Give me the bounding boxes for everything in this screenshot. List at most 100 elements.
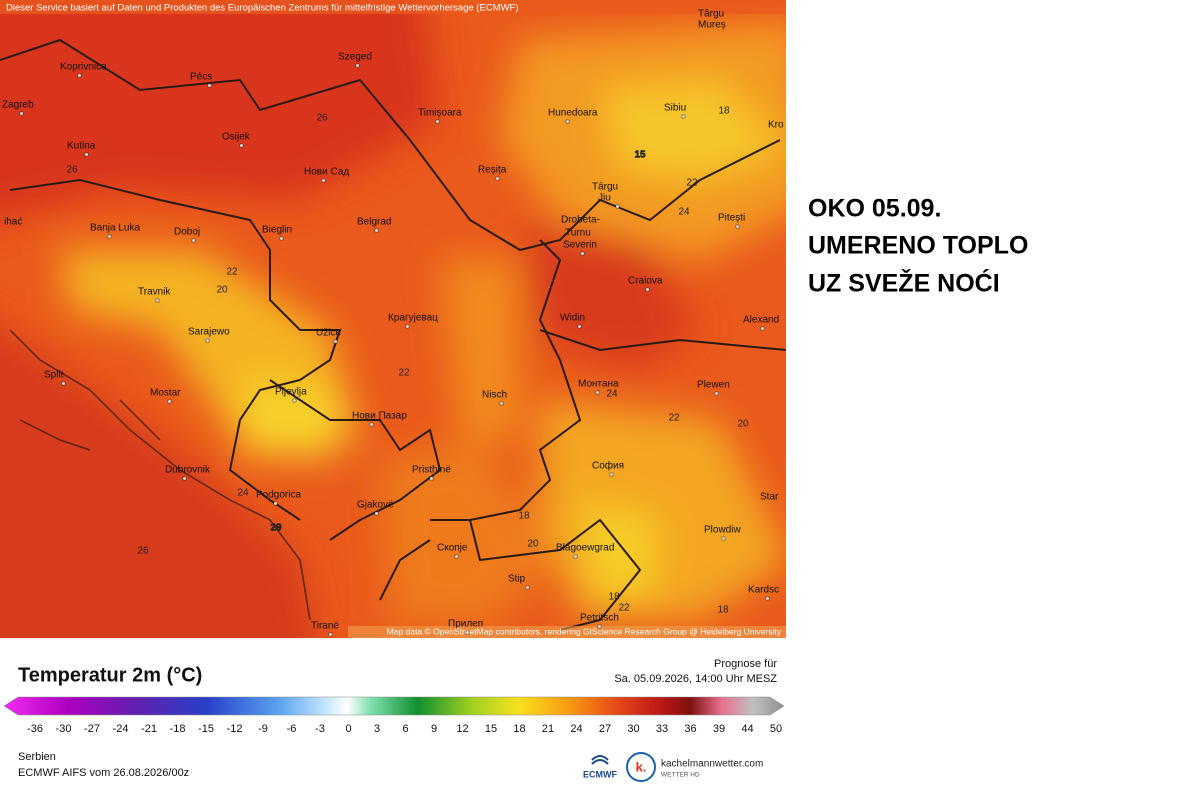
city-marker	[292, 398, 297, 403]
coastline	[9, 329, 311, 621]
region: Serbien	[18, 751, 56, 763]
city-label: Belgrad	[357, 217, 391, 228]
city-marker	[77, 73, 82, 78]
city-label: Sarajewo	[188, 327, 230, 338]
scale-label: 39	[713, 723, 725, 735]
city-marker	[239, 143, 244, 148]
city-label: Mostar	[150, 388, 181, 399]
site-logo-ring	[626, 752, 656, 782]
scale-label: -3	[315, 723, 325, 735]
model-run: ECMWF AIFS vom 26.08.2026/00z	[18, 767, 189, 779]
scale-label: 50	[770, 723, 782, 735]
city-label: Star	[760, 492, 779, 503]
city-label: Szeged	[338, 52, 372, 63]
contour-label: 18	[718, 106, 730, 117]
city-label: Plowdiw	[704, 525, 741, 536]
city-marker	[405, 324, 410, 329]
city-label: Нови Сад	[304, 167, 349, 178]
city-marker	[465, 630, 470, 635]
city-marker	[681, 114, 686, 119]
city-label: Hunedoara	[548, 108, 598, 119]
city-marker	[273, 501, 278, 506]
scale-labels: -36 -30 -27 -24 -21 -18 -15 -12 -9 -6 -3 0 3 6 9 12 15 18…	[27, 723, 782, 735]
map	[0, 0, 786, 638]
city-label: Alexand	[743, 315, 779, 326]
city-labels: TârguMureșKoprivnicaPécsSzegedZagrebOsij…	[2, 9, 784, 637]
city-marker	[595, 390, 600, 395]
city-marker	[205, 338, 210, 343]
city-marker	[565, 119, 570, 124]
city-label: Târgu	[592, 182, 618, 193]
city-marker	[495, 176, 500, 181]
color-scale	[3, 696, 785, 716]
city-marker	[765, 596, 770, 601]
scale-label: 44	[741, 723, 753, 735]
site-tagline: WETTER HD	[661, 772, 700, 779]
city-marker	[577, 324, 582, 329]
city-marker	[429, 476, 434, 481]
city-marker	[573, 554, 578, 559]
contour-label: 24	[237, 488, 249, 499]
city-label: Severin	[563, 240, 597, 251]
city-marker	[167, 399, 172, 404]
city-label: Крагујевац	[388, 313, 438, 324]
city-marker	[609, 472, 614, 477]
attribution: Map data © OpenStreetMap contributors, r…	[387, 626, 782, 636]
city-label: Pljevlja	[275, 387, 307, 398]
city-marker	[721, 536, 726, 541]
city-label: Sibiu	[664, 103, 686, 114]
scale-label: 18	[513, 723, 525, 735]
ecmwf-icon	[591, 755, 609, 765]
city-label: Travnik	[138, 287, 171, 298]
city-label: Blagoewgrad	[556, 543, 614, 554]
site-logo: k.	[636, 759, 647, 774]
site: kachelmannwetter.com	[661, 759, 763, 770]
attribution-bar	[348, 626, 786, 638]
city-label: Скопје	[437, 543, 468, 554]
contour-label: 15	[634, 150, 646, 161]
notice-bar	[0, 0, 786, 14]
city-marker	[580, 251, 585, 256]
city-label: Pitești	[718, 213, 745, 224]
scale-label: -18	[170, 723, 186, 735]
city-label: Craiova	[628, 276, 663, 287]
city-marker	[525, 585, 530, 590]
contour-label: 18	[717, 605, 729, 616]
city-marker	[369, 422, 374, 427]
scale-label: -27	[84, 723, 100, 735]
city-label: Нови Пазар	[352, 411, 407, 422]
scale-label: -12	[227, 723, 243, 735]
contour-label: 26	[316, 113, 328, 124]
scale-label: -21	[141, 723, 157, 735]
scale-label: -15	[198, 723, 214, 735]
city-label: Osijek	[222, 132, 251, 143]
city-marker	[279, 236, 284, 241]
city-marker	[645, 287, 650, 292]
city-marker	[61, 381, 66, 386]
scale-label: -24	[113, 723, 129, 735]
city-label: ihać	[4, 217, 22, 228]
city-marker	[735, 224, 740, 229]
city-label: Petritsch	[580, 613, 619, 624]
headline: OKO 05.09.	[808, 195, 941, 223]
city-marker	[499, 401, 504, 406]
scale-label: 33	[656, 723, 668, 735]
city-label: Stip	[508, 574, 526, 585]
city-marker	[155, 298, 160, 303]
city-label: Târgu	[698, 9, 724, 20]
contour-label: 18	[518, 511, 530, 522]
city-label: Plewen	[697, 380, 730, 391]
contour-label: 20	[527, 539, 539, 550]
city-marker	[355, 63, 360, 68]
city-marker	[760, 326, 765, 331]
contour-label: 26	[66, 165, 78, 176]
city-label: Pécs	[190, 72, 212, 83]
scale-label: 36	[684, 723, 696, 735]
city-marker	[714, 391, 719, 396]
scale-label: 21	[542, 723, 554, 735]
contour-label: 22	[686, 178, 698, 189]
city-marker	[107, 234, 112, 239]
contour-label: 29	[270, 523, 282, 534]
headline: UMERENO TOPLO	[808, 232, 1028, 260]
